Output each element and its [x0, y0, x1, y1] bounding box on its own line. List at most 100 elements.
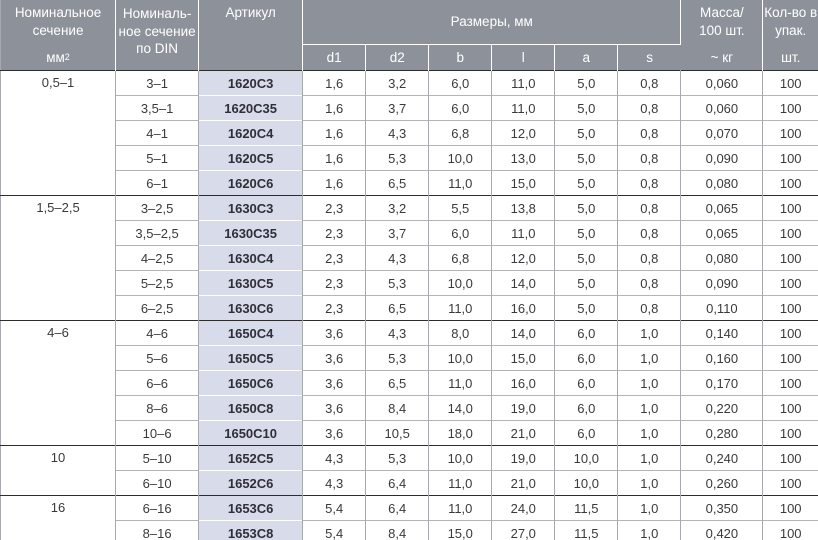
dim-l-cell: 13,8	[491, 195, 556, 221]
article-cell: 1650C10	[198, 420, 304, 446]
dim-l-cell: 15,0	[491, 345, 556, 371]
qty-cell: 100	[762, 370, 818, 396]
qty-cell: 100	[762, 420, 818, 446]
dim-b-cell: 6,8	[428, 245, 493, 271]
article-cell: 1620C3	[198, 70, 304, 96]
dim-d1-cell: 2,3	[302, 270, 367, 296]
dim-s-cell: 1,0	[617, 445, 682, 471]
table-row: 6–2,5 1630C6 2,3 6,5 11,0 16,0 5,0 0,8 0,110 100	[1, 295, 818, 321]
table-header: Номинальное сечение мм 2 Номиналь- ное се…	[0, 0, 818, 71]
din-cell: 5–2,5	[115, 270, 200, 296]
dim-b-cell: 6,0	[428, 95, 493, 121]
dim-d2-cell: 10,5	[365, 420, 430, 446]
dim-a-cell: 6,0	[554, 395, 619, 421]
mass-cell: 0,280	[680, 420, 764, 446]
dim-d1-cell: 2,3	[302, 220, 367, 246]
article-cell: 1650C6	[198, 370, 304, 396]
dim-s-cell: 0,8	[617, 145, 682, 171]
dim-b-cell: 14,0	[428, 395, 493, 421]
dim-s-cell: 1,0	[617, 345, 682, 371]
dim-a-cell: 5,0	[554, 245, 619, 271]
dim-l-cell: 12,0	[491, 120, 556, 146]
dim-a-cell: 11,5	[554, 520, 619, 540]
dim-b-cell: 10,0	[428, 345, 493, 371]
table-row: 6–10 1652C6 4,3 6,4 11,0 21,0 10,0 1,0 0,260 100	[1, 470, 818, 496]
article-cell: 1650C5	[198, 345, 304, 371]
dim-d1-cell: 2,3	[302, 295, 367, 321]
section-cell: 10	[0, 445, 117, 496]
qty-cell: 100	[762, 495, 818, 521]
header-qty: Кол-во в упак. шт.	[762, 0, 818, 71]
dim-a-cell: 5,0	[554, 70, 619, 96]
article-cell: 1620C5	[198, 145, 304, 171]
article-cell: 1652C5	[198, 445, 304, 471]
dim-d2-cell: 4,3	[365, 120, 430, 146]
table-body: 0,5–1 3–1 1620C3 1,6 3,2 6,0 11,0 5,0 0,8 0,060 10…	[0, 70, 818, 540]
dim-s-cell: 0,8	[617, 95, 682, 121]
dim-s-cell: 0,8	[617, 195, 682, 221]
header-qty-title: Кол-во в упак.	[764, 5, 818, 38]
dim-s-cell: 1,0	[617, 395, 682, 421]
table-row: 4–1 1620C4 1,6 4,3 6,8 12,0 5,0 0,8 0,070 100	[1, 120, 818, 146]
article-cell: 1630C35	[198, 220, 304, 246]
dim-a-cell: 5,0	[554, 195, 619, 221]
dim-d1-cell: 3,6	[302, 395, 367, 421]
qty-cell: 100	[762, 295, 818, 321]
section-cell: 1,5–2,5	[0, 195, 117, 321]
article-cell: 1630C5	[198, 270, 304, 296]
section-cell: 16	[0, 495, 117, 540]
dim-b-cell: 11,0	[428, 370, 493, 396]
header-article-title: Артикул	[225, 5, 276, 20]
din-cell: 6–10	[115, 470, 200, 496]
dim-l-cell: 16,0	[491, 370, 556, 396]
qty-cell: 100	[762, 170, 818, 196]
mass-cell: 0,065	[680, 220, 764, 246]
dim-d1-cell: 3,6	[302, 370, 367, 396]
mass-cell: 0,260	[680, 470, 764, 496]
dim-a-cell: 10,0	[554, 470, 619, 496]
dim-l-cell: 11,0	[491, 70, 556, 96]
article-cell: 1650C8	[198, 395, 304, 421]
header-nominal-unit: мм 2	[46, 49, 70, 65]
mass-cell: 0,110	[680, 295, 764, 321]
dim-d1-cell: 3,6	[302, 420, 367, 446]
header-dimensions: Размеры, мм	[302, 0, 682, 45]
dim-a-cell: 6,0	[554, 370, 619, 396]
dim-b-cell: 6,0	[428, 70, 493, 96]
dim-s-cell: 0,8	[617, 70, 682, 96]
qty-cell: 100	[762, 445, 818, 471]
dim-a-cell: 5,0	[554, 145, 619, 171]
mass-cell: 0,080	[680, 245, 764, 271]
qty-cell: 100	[762, 520, 818, 540]
header-din-title: Номиналь- ное сечение по DIN	[118, 6, 196, 57]
article-cell: 1630C3	[198, 195, 304, 221]
table-row: 10–6 1650C10 3,6 10,5 18,0 21,0 6,0 1,0 0,280 100	[1, 420, 818, 446]
mass-cell: 0,090	[680, 145, 764, 171]
qty-cell: 100	[762, 345, 818, 371]
dim-a-cell: 11,5	[554, 495, 619, 521]
qty-cell: 100	[762, 470, 818, 496]
mass-cell: 0,140	[680, 320, 764, 346]
mass-cell: 0,080	[680, 170, 764, 196]
table-row: 8–6 1650C8 3,6 8,4 14,0 19,0 6,0 1,0 0,220 100	[1, 395, 818, 421]
qty-cell: 100	[762, 395, 818, 421]
dim-d1-cell: 1,6	[302, 145, 367, 171]
din-cell: 5–10	[115, 445, 200, 471]
header-mass-unit: ~ кг	[710, 49, 734, 65]
dim-b-cell: 5,5	[428, 195, 493, 221]
table-row: 6–6 1650C6 3,6 6,5 11,0 16,0 6,0 1,0 0,170 100	[1, 370, 818, 396]
dim-s-cell: 1,0	[617, 370, 682, 396]
dim-s-cell: 0,8	[617, 120, 682, 146]
dim-s-cell: 0,8	[617, 220, 682, 246]
din-cell: 3,5–1	[115, 95, 200, 121]
dim-b-cell: 11,0	[428, 470, 493, 496]
dim-d2-cell: 5,3	[365, 345, 430, 371]
qty-cell: 100	[762, 120, 818, 146]
dim-l-cell: 14,0	[491, 320, 556, 346]
dim-d2-cell: 6,5	[365, 295, 430, 321]
dim-b-cell: 10,0	[428, 445, 493, 471]
dim-d2-cell: 5,3	[365, 445, 430, 471]
dim-a-cell: 5,0	[554, 295, 619, 321]
dim-d1-cell: 3,6	[302, 320, 367, 346]
qty-cell: 100	[762, 270, 818, 296]
